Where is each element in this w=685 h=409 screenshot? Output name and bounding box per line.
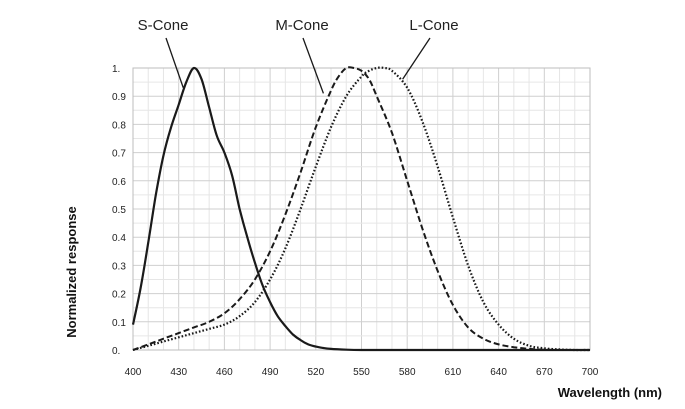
x-tick-label: 520 bbox=[307, 367, 324, 378]
y-tick-label: 0.8 bbox=[112, 120, 126, 131]
x-tick-label: 430 bbox=[170, 367, 187, 378]
annotation-leader-l-cone bbox=[402, 37, 431, 80]
y-tick-label: 0.5 bbox=[112, 205, 126, 216]
y-tick-label: 1. bbox=[112, 64, 120, 75]
x-tick-label: 700 bbox=[582, 367, 599, 378]
series-line-s-cone bbox=[131, 66, 590, 352]
x-tick-label: 460 bbox=[216, 367, 233, 378]
x-tick-label: 640 bbox=[490, 367, 507, 378]
x-tick-label: 400 bbox=[125, 367, 142, 378]
annotation-m-cone: M-Cone bbox=[275, 17, 328, 34]
x-tick-label: 490 bbox=[262, 367, 279, 378]
grid bbox=[132, 67, 591, 351]
y-tick-label: 0.4 bbox=[112, 233, 126, 244]
series-line-l-cone bbox=[132, 66, 591, 352]
y-tick-label: 0. bbox=[112, 346, 120, 357]
y-tick-label: 0.7 bbox=[112, 149, 126, 160]
y-tick-label: 0.1 bbox=[112, 318, 126, 329]
y-tick-label: 0.2 bbox=[112, 290, 126, 301]
y-tick-label: 0.6 bbox=[112, 177, 126, 188]
annotation-l-cone: L-Cone bbox=[409, 17, 458, 34]
x-axis-label: Wavelength (nm) bbox=[558, 385, 662, 400]
x-tick-label: 550 bbox=[353, 367, 370, 378]
annotation-s-cone: S-Cone bbox=[138, 17, 189, 34]
y-tick-label: 0.9 bbox=[112, 92, 126, 103]
x-tick-label: 580 bbox=[399, 367, 416, 378]
y-tick-label: 0.3 bbox=[112, 261, 126, 272]
y-axis-label: Normalized response bbox=[64, 206, 79, 338]
annotations: S-Cone M-Cone L-Cone bbox=[138, 17, 459, 94]
x-tick-label: 670 bbox=[536, 367, 553, 378]
annotation-leader-s-cone bbox=[165, 37, 184, 88]
x-tick-label: 610 bbox=[445, 367, 462, 378]
annotation-leader-m-cone bbox=[302, 37, 325, 94]
axes: 400 430 460 490 520 550 580 610 640 670 700 0. 0.1 0.… bbox=[112, 64, 599, 378]
series-lines bbox=[131, 66, 591, 352]
series-line-m-cone bbox=[132, 66, 590, 351]
